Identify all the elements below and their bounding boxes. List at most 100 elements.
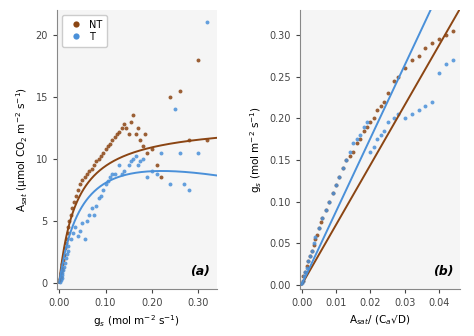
Point: [137, 137, 144, 143]
Point: [61, 260, 69, 266]
Point: [88, 166, 95, 171]
Point: [346, 153, 354, 159]
Point: [408, 112, 415, 117]
Point: [85, 212, 93, 217]
Point: [118, 125, 126, 130]
Point: [67, 212, 74, 217]
Y-axis label: g$_s$ (mol m$^{-2}$ s$^{-1}$): g$_s$ (mol m$^{-2}$ s$^{-1}$): [248, 106, 264, 193]
Point: [384, 120, 392, 125]
X-axis label: A$_{sat}$/ (C$_a$√D): A$_{sat}$/ (C$_a$√D): [349, 313, 410, 327]
Point: [60, 253, 68, 258]
Point: [374, 136, 381, 142]
Point: [176, 150, 183, 155]
X-axis label: g$_s$ (mol m$^{-2}$ s$^{-1}$): g$_s$ (mol m$^{-2}$ s$^{-1}$): [93, 313, 180, 329]
Point: [336, 174, 343, 179]
Point: [310, 242, 318, 248]
Point: [58, 265, 66, 270]
Point: [306, 253, 314, 258]
Point: [319, 215, 326, 221]
Point: [123, 125, 130, 130]
Point: [72, 193, 80, 199]
Point: [308, 249, 316, 254]
Point: [325, 199, 333, 204]
Point: [356, 132, 364, 138]
Point: [76, 228, 84, 234]
Point: [106, 141, 114, 146]
Point: [148, 169, 155, 174]
Point: [435, 70, 443, 75]
Point: [353, 140, 360, 146]
Point: [83, 218, 91, 223]
Point: [185, 187, 193, 193]
Point: [88, 206, 95, 211]
Point: [308, 249, 316, 254]
Point: [76, 181, 84, 186]
Point: [391, 116, 398, 121]
Point: [339, 166, 346, 171]
Point: [90, 212, 98, 217]
Point: [79, 177, 86, 182]
Point: [104, 178, 112, 184]
Point: [56, 279, 64, 284]
Point: [421, 45, 429, 50]
Point: [134, 125, 142, 130]
Legend: NT, T: NT, T: [62, 15, 107, 47]
Point: [59, 270, 66, 276]
Point: [343, 157, 350, 163]
Point: [311, 236, 319, 242]
Point: [64, 243, 72, 248]
Y-axis label: A$_{sat}$ (μmol CO$_2$ m$^{-2}$ s$^{-1}$): A$_{sat}$ (μmol CO$_2$ m$^{-2}$ s$^{-1}$…: [14, 87, 30, 212]
Point: [79, 220, 86, 226]
Point: [59, 261, 66, 267]
Point: [428, 41, 436, 46]
Point: [315, 225, 323, 231]
Point: [167, 94, 174, 99]
Point: [356, 136, 364, 142]
Point: [129, 156, 137, 162]
Point: [127, 159, 135, 164]
Point: [116, 162, 123, 168]
Point: [299, 278, 307, 283]
Point: [62, 255, 70, 261]
Point: [346, 149, 354, 154]
Point: [58, 275, 65, 281]
Point: [97, 193, 105, 199]
Point: [111, 171, 118, 176]
Point: [141, 131, 149, 137]
Point: [72, 224, 79, 230]
Point: [374, 107, 381, 113]
Point: [69, 230, 77, 236]
Point: [391, 78, 398, 84]
Point: [305, 259, 312, 264]
Point: [428, 99, 436, 104]
Point: [125, 131, 133, 137]
Point: [59, 268, 67, 273]
Point: [329, 191, 337, 196]
Point: [377, 103, 384, 109]
Point: [322, 207, 329, 213]
Point: [157, 175, 165, 180]
Point: [176, 88, 183, 93]
Point: [167, 181, 174, 186]
Point: [83, 171, 91, 176]
Point: [59, 258, 67, 263]
Point: [313, 232, 321, 238]
Point: [353, 136, 360, 142]
Point: [90, 162, 98, 168]
Point: [319, 215, 326, 221]
Point: [317, 220, 324, 225]
Point: [299, 278, 307, 283]
Text: (b): (b): [433, 265, 454, 278]
Point: [102, 146, 109, 152]
Point: [56, 276, 64, 282]
Point: [303, 264, 310, 269]
Point: [139, 144, 146, 149]
Point: [325, 199, 333, 204]
Point: [100, 187, 107, 193]
Point: [153, 171, 160, 176]
Point: [144, 175, 151, 180]
Point: [415, 107, 422, 113]
Point: [370, 145, 378, 150]
Point: [63, 252, 71, 257]
Point: [70, 200, 78, 205]
